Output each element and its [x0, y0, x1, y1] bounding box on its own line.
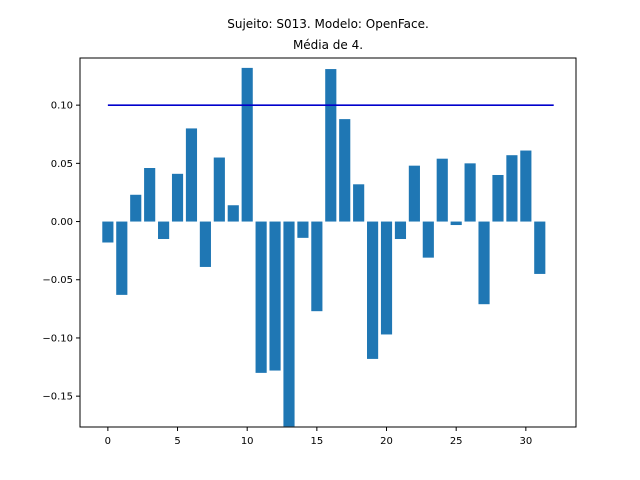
bar	[171, 173, 184, 222]
x-tick-label: 0	[105, 436, 111, 447]
chart-title-line-2: Média de 4.	[293, 38, 363, 52]
bar	[353, 184, 365, 222]
x-tick-label: 5	[174, 436, 180, 447]
bars-group	[102, 67, 546, 427]
bar	[492, 174, 504, 222]
bar	[213, 157, 225, 222]
bar	[116, 221, 128, 295]
y-tick-label: 0.00	[51, 217, 73, 228]
bar	[325, 69, 337, 222]
x-tick-label: 10	[241, 436, 254, 447]
bar	[255, 221, 267, 373]
bar	[269, 221, 281, 371]
bar	[102, 221, 114, 243]
bar	[130, 194, 142, 222]
bar	[394, 221, 407, 240]
bar	[408, 165, 420, 222]
bar	[506, 155, 518, 222]
x-tick-label: 30	[519, 436, 532, 447]
plot-area-frame	[79, 57, 577, 428]
bar	[241, 67, 253, 222]
bar	[464, 163, 476, 222]
bar	[311, 221, 323, 312]
y-tick-label: 0.05	[51, 159, 73, 170]
y-tick-label: −0.05	[42, 275, 73, 286]
bar	[283, 221, 295, 427]
y-tick-label: −0.15	[42, 392, 73, 403]
bar	[478, 221, 490, 305]
bar	[367, 221, 379, 359]
y-tick-label: 0.10	[51, 101, 73, 112]
y-axis-ticks: 0.10 0.05 0.00 −0.05 −0.10 −0.15	[42, 101, 80, 403]
chart-title-line-1: Sujeito: S013. Modelo: OpenFace.	[227, 17, 429, 31]
x-tick-label: 15	[310, 436, 323, 447]
x-tick-label: 25	[450, 436, 463, 447]
bar	[450, 221, 462, 226]
bar	[199, 221, 211, 267]
bar	[227, 205, 239, 222]
bar	[158, 221, 170, 240]
bar	[185, 128, 198, 222]
bar	[520, 150, 532, 222]
bar	[534, 221, 546, 274]
bar	[422, 221, 434, 258]
y-tick-label: −0.10	[42, 333, 73, 344]
bar	[339, 119, 351, 222]
bar	[144, 168, 156, 222]
bar	[297, 221, 309, 238]
bar	[380, 221, 393, 335]
x-axis-ticks: 0 5 10 15 20 25 30	[105, 427, 532, 447]
bar	[436, 158, 448, 222]
x-tick-label: 20	[380, 436, 393, 447]
